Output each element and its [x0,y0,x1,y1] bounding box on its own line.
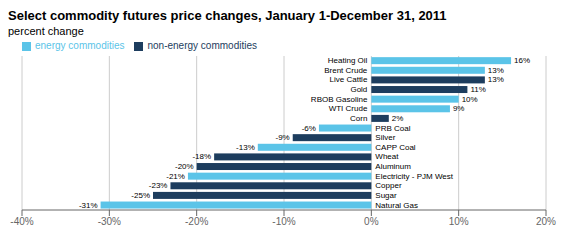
svg-text:20%: 20% [536,216,556,227]
svg-text:Wheat: Wheat [375,152,399,161]
svg-text:-13%: -13% [236,143,255,152]
svg-text:Silver: Silver [375,133,395,142]
svg-text:CAPP Coal: CAPP Coal [375,143,416,152]
svg-text:9%: 9% [453,104,465,113]
html-text:energy commodities: energy commodities [35,40,125,51]
html-text:non-energy commodities: non-energy commodities [147,40,257,51]
svg-text:Live Cattle: Live Cattle [330,75,368,84]
svg-text:-20%: -20% [175,162,194,171]
svg-text:PRB Coal: PRB Coal [375,124,410,133]
svg-text:WTI Crude: WTI Crude [329,104,368,113]
svg-text:2%: 2% [392,114,404,123]
svg-text:10%: 10% [462,95,478,104]
svg-text:Brent Crude: Brent Crude [324,66,368,75]
svg-text:Electricity - PJM West: Electricity - PJM West [375,172,453,181]
svg-text:Natural Gas: Natural Gas [375,201,418,210]
svg-text:-18%: -18% [192,152,211,161]
svg-text:-6%: -6% [302,124,316,133]
svg-text:13%: 13% [488,75,504,84]
svg-text:-25%: -25% [131,191,150,200]
svg-text:16%: 16% [514,56,530,65]
svg-text:Copper: Copper [375,181,402,190]
svg-text:-9%: -9% [275,133,289,142]
svg-text:Corn: Corn [350,114,367,123]
svg-text:-10%: -10% [272,216,295,227]
svg-text:11%: 11% [470,85,485,94]
html-text:Select commodity futures price: Select commodity futures price changes, … [8,8,447,23]
svg-text:-40%: -40% [10,216,33,227]
html-text:percent change: percent change [8,25,84,37]
svg-text:RBOB Gasoline: RBOB Gasoline [311,95,368,104]
svg-text:-20%: -20% [185,216,208,227]
svg-text:0%: 0% [364,216,379,227]
svg-text:Aluminum: Aluminum [375,162,411,171]
svg-text:10%: 10% [449,216,469,227]
svg-text:-21%: -21% [166,172,185,181]
svg-text:-31%: -31% [79,201,98,210]
svg-text:Gold: Gold [350,85,367,94]
svg-text:13%: 13% [488,66,504,75]
svg-text:Heating Oil: Heating Oil [328,56,368,65]
svg-text:-23%: -23% [149,181,168,190]
svg-text:-30%: -30% [98,216,121,227]
svg-text:Sugar: Sugar [375,191,397,200]
